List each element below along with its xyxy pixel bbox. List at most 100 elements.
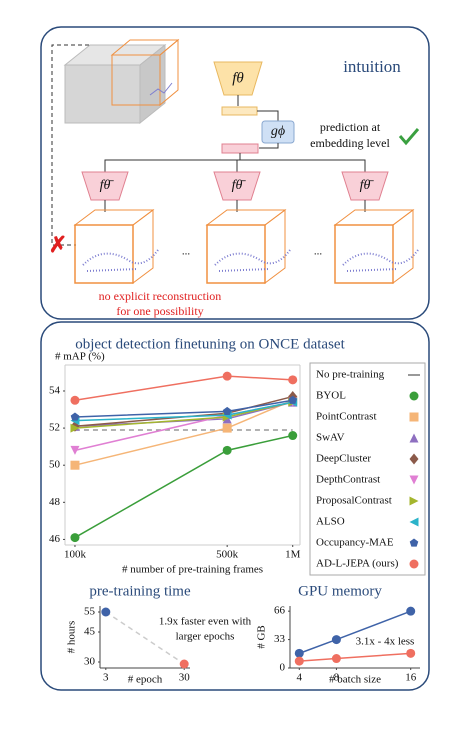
marker	[288, 431, 298, 441]
y-tick-label: 54	[49, 385, 61, 397]
legend-marker	[409, 433, 419, 443]
marker	[70, 533, 80, 543]
point-cloud	[342, 249, 419, 272]
trend	[105, 611, 185, 665]
panel-title: intuition	[343, 57, 401, 76]
legend-label: PointContrast	[316, 411, 377, 423]
target-encoder	[213, 171, 261, 201]
x-axis-label: # batch size	[329, 674, 381, 686]
negative-note: for one possibility	[116, 304, 203, 318]
negative-note: no explicit reconstruction	[99, 289, 222, 303]
legend-label: AD-L-JEPA (ours)	[316, 558, 399, 570]
legend-box	[309, 362, 426, 576]
legend-label: SwAV	[316, 432, 345, 444]
marker	[222, 406, 232, 416]
legend-label: BYOL	[316, 390, 346, 402]
marker	[70, 423, 80, 433]
cross: ✗	[49, 232, 67, 257]
ellipsis: ...	[182, 246, 191, 258]
arrow	[259, 143, 279, 149]
x-axis-label: # number of pre-training frames	[122, 564, 263, 576]
prediction	[221, 143, 259, 154]
marker	[331, 654, 341, 664]
marker	[101, 607, 111, 617]
connector	[104, 153, 366, 172]
y-tick-label: 52	[49, 422, 60, 434]
encoder	[213, 61, 263, 96]
y-axis-label: # GB	[256, 625, 268, 649]
ellipsis: ...	[314, 246, 323, 258]
legend-label: DeepCluster	[316, 453, 371, 465]
predictor-label: gϕ	[271, 124, 285, 139]
marker	[70, 460, 80, 470]
point-cloud	[82, 249, 159, 272]
note: prediction at	[320, 120, 381, 134]
cube-top	[73, 209, 155, 226]
marker	[288, 395, 298, 404]
x-tick-label: 8	[334, 672, 340, 684]
cube-top	[333, 209, 415, 226]
dashed-link	[51, 44, 110, 246]
cube-side	[264, 209, 286, 284]
y-tick-label: 55	[84, 606, 96, 618]
panel	[40, 26, 430, 320]
y-axis-label: # mAP (%)	[55, 351, 105, 363]
embedding	[221, 106, 258, 116]
series-line	[74, 395, 293, 427]
marker	[70, 412, 80, 421]
marker	[179, 659, 189, 669]
legend-marker	[409, 391, 419, 401]
legend-marker	[409, 517, 419, 527]
legend-marker	[409, 559, 419, 569]
chart-title: pre-training time	[89, 583, 191, 599]
marker	[222, 423, 232, 433]
marker	[406, 648, 416, 658]
legend-label: ALSO	[316, 516, 345, 528]
series-line	[299, 652, 411, 662]
annotation: larger epochs	[176, 631, 235, 643]
x-tick-label: 16	[405, 672, 417, 684]
x-tick-label: 500k	[216, 549, 239, 561]
x-tick-label: 4	[297, 672, 303, 684]
x-tick-label: 1M	[285, 549, 301, 561]
legend-marker	[409, 412, 419, 422]
input-cube	[63, 38, 180, 125]
legend-label: No pre-training	[316, 369, 385, 381]
y-tick-label: 66	[274, 605, 286, 617]
legend-label: DepthContrast	[316, 474, 380, 486]
x-axis-label: # epoch	[128, 674, 163, 686]
legend-marker	[409, 496, 419, 506]
note: embedding level	[310, 136, 390, 150]
marker	[222, 371, 232, 381]
marker	[294, 648, 304, 658]
y-axis-label: # hours	[66, 621, 78, 654]
marker	[70, 445, 80, 455]
target-encoder	[341, 171, 389, 201]
panel	[40, 321, 430, 691]
y-tick-label: 33	[274, 633, 286, 645]
series-line	[74, 375, 293, 401]
legend-marker	[409, 475, 419, 485]
y-tick-label: 0	[280, 662, 286, 674]
point-cloud	[214, 249, 291, 272]
y-tick-label: 50	[49, 459, 61, 471]
target-encoder	[81, 171, 129, 201]
chart-title: object detection finetuning on ONCE data…	[75, 336, 345, 352]
check	[398, 128, 420, 146]
marker	[222, 445, 232, 455]
y-tick-label: 46	[49, 533, 61, 545]
chart-title: GPU memory	[298, 583, 382, 599]
x-tick-label: 3	[103, 672, 109, 684]
cube-side	[392, 209, 414, 284]
x-tick-label: 30	[179, 672, 191, 684]
marker	[294, 656, 304, 666]
series-line	[74, 434, 293, 539]
marker	[70, 395, 80, 405]
marker	[288, 375, 298, 385]
annotation: 3.1x - 4x less	[356, 636, 415, 648]
cube-top	[205, 209, 287, 226]
annotation: 1.9x faster even with	[159, 616, 252, 628]
y-tick-label: 30	[84, 656, 96, 668]
